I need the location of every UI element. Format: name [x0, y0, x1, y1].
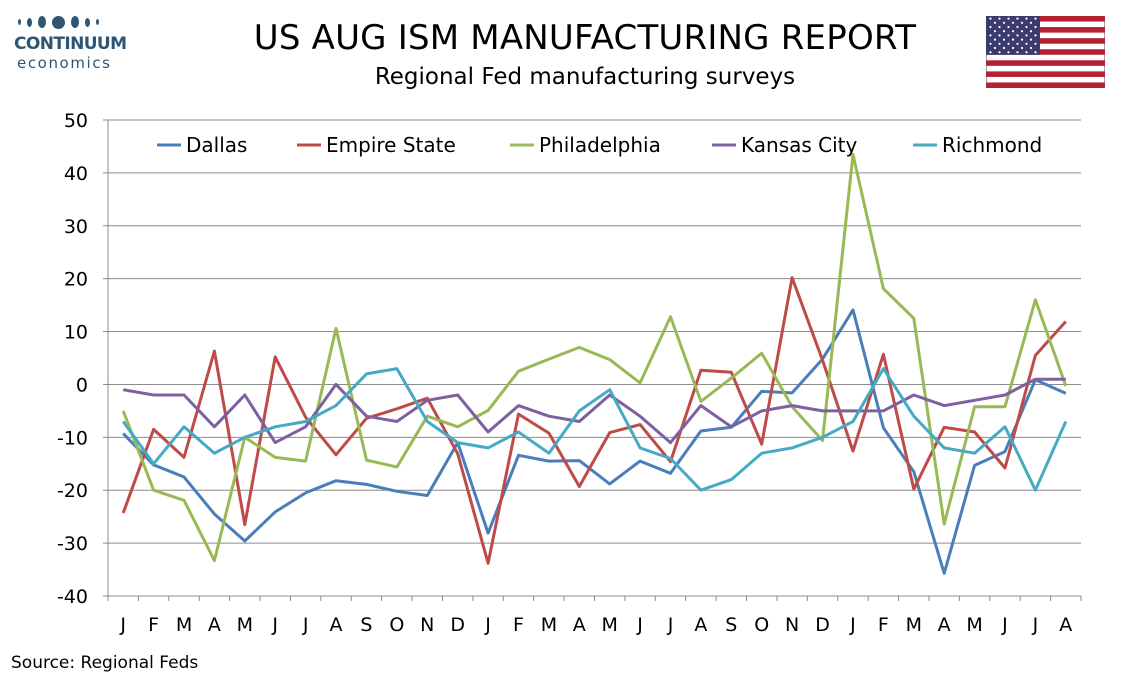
- y-tick-label: -30: [57, 533, 88, 555]
- y-tick-label: 20: [64, 269, 88, 291]
- y-tick-label: -20: [57, 480, 88, 502]
- x-tick-label: M: [966, 614, 982, 636]
- logo-sub: economics: [17, 54, 112, 72]
- x-tick-label: A: [330, 614, 343, 636]
- x-tick-label: J: [119, 614, 126, 636]
- series-line-philadelphia: [121, 152, 1068, 563]
- series-lines: [121, 152, 1068, 575]
- y-tick-label: 50: [64, 110, 88, 132]
- x-tick-label: J: [484, 614, 491, 636]
- grid-lines: [108, 119, 1081, 597]
- logo-dots: [14, 14, 134, 30]
- x-tick-label: A: [938, 614, 951, 636]
- y-tick-label: 40: [64, 163, 88, 185]
- company-logo: CONTINUUM economics: [14, 14, 134, 78]
- x-tick-label: S: [725, 614, 737, 636]
- axes: [103, 119, 1082, 601]
- us-flag-icon: [986, 16, 1105, 88]
- legend: Dallas Empire State Philadelphia Kansas Cit…: [157, 133, 1042, 157]
- legend-label: Dallas: [186, 133, 247, 157]
- source-note: Source: Regional Feds: [11, 653, 199, 673]
- x-tick-label: A: [1059, 614, 1072, 636]
- legend-label: Philadelphia: [539, 133, 661, 157]
- x-tick-label: N: [785, 614, 799, 636]
- x-tick-label: J: [667, 614, 674, 636]
- series-line-dallas: [122, 308, 1067, 575]
- x-tick-label: F: [878, 614, 889, 636]
- x-tick-label: J: [636, 614, 643, 636]
- x-tick-label: A: [573, 614, 586, 636]
- x-tick-label: A: [208, 614, 221, 636]
- series-line-empire-state: [121, 276, 1067, 565]
- y-tick-labels: -40 -30 -20 -10 0 10 20 30 40 50: [57, 110, 88, 608]
- x-tick-label: D: [450, 614, 465, 636]
- legend-label: Kansas City: [741, 133, 858, 157]
- x-tick-label: F: [513, 614, 524, 636]
- x-tick-label: S: [360, 614, 372, 636]
- x-tick-label: J: [849, 614, 856, 636]
- x-tick-label: J: [271, 614, 278, 636]
- x-tick-label: O: [389, 614, 404, 636]
- x-tick-label: N: [420, 614, 434, 636]
- x-tick-label: J: [1001, 614, 1008, 636]
- series-line-richmond: [121, 367, 1068, 492]
- x-tick-label: M: [602, 614, 618, 636]
- y-tick-label: 30: [64, 216, 88, 238]
- x-tick-label: J: [302, 614, 309, 636]
- legend-label: Richmond: [942, 133, 1042, 157]
- x-tick-label: D: [815, 614, 830, 636]
- page-subtitle: Regional Fed manufacturing surveys: [374, 64, 796, 90]
- x-tick-label: A: [694, 614, 707, 636]
- x-tick-label: O: [754, 614, 769, 636]
- x-tick-label: J: [1032, 614, 1039, 636]
- x-tick-label: F: [148, 614, 159, 636]
- logo-brand: CONTINUUM: [14, 34, 127, 54]
- y-tick-label: 10: [64, 322, 88, 344]
- y-tick-label: -10: [57, 427, 88, 449]
- series-line-kansas-city: [122, 377, 1066, 445]
- legend-label: Empire State: [326, 133, 456, 157]
- x-tick-label: M: [541, 614, 557, 636]
- y-tick-label: -40: [57, 586, 88, 608]
- x-tick-label: M: [176, 614, 192, 636]
- x-tick-label: M: [906, 614, 922, 636]
- x-tick-label: M: [237, 614, 253, 636]
- y-tick-label: 0: [76, 374, 88, 396]
- page-title: US AUG ISM MANUFACTURING REPORT: [253, 18, 917, 58]
